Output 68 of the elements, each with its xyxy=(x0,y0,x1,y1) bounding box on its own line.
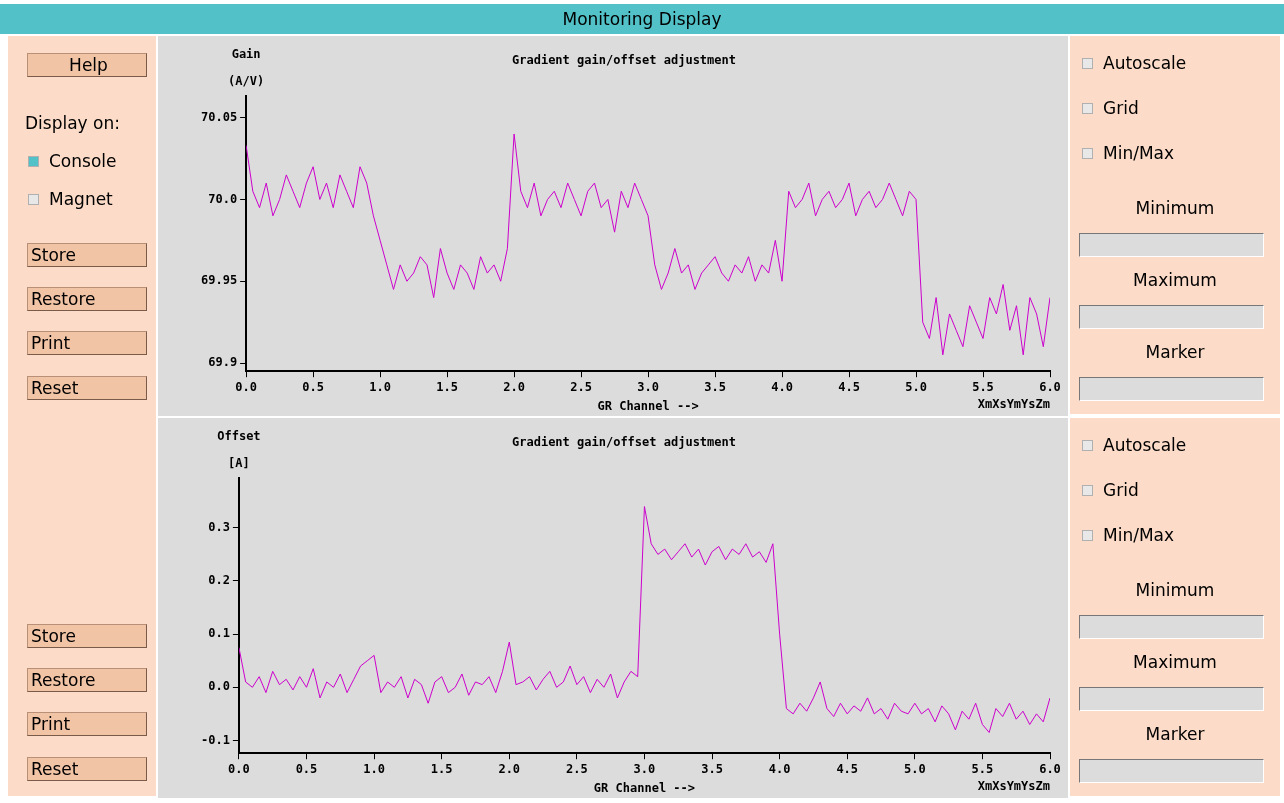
text: Monitoring Display xyxy=(0,4,1284,34)
button: Reset xyxy=(27,757,147,781)
text: XmXsYmYsZm xyxy=(977,397,1050,411)
x-tick-label: 3.5 xyxy=(704,379,726,394)
x-tick-label: 0.0 xyxy=(228,761,250,776)
chart-title: Gradient gain/offset adjustment xyxy=(512,435,736,450)
text: Magnet xyxy=(49,189,113,209)
x-tick-label: 1.0 xyxy=(363,761,385,776)
button: Store xyxy=(27,243,147,267)
y-tick-label: 0.2 xyxy=(208,573,230,588)
text: Marker xyxy=(1144,723,1206,746)
x-tick-label: 4.0 xyxy=(768,761,791,776)
x-tick-label: 0.5 xyxy=(302,379,324,394)
x-tick-label: 5.5 xyxy=(972,379,994,394)
y-tick-label: 0.3 xyxy=(208,519,230,534)
y-tick-label: 69.95 xyxy=(201,273,238,288)
button: Restore xyxy=(27,668,147,692)
text: Autoscale xyxy=(1103,435,1187,455)
x-tick-label: 0.5 xyxy=(295,761,318,776)
x-tick-label: 3.5 xyxy=(701,761,723,776)
button: Print xyxy=(27,331,147,355)
y-axis-title: Gain (A/V) xyxy=(228,47,265,88)
x-tick-label: 4.0 xyxy=(771,379,793,394)
y-tick-label: 0.1 xyxy=(208,626,230,641)
text: Min/Max xyxy=(1103,143,1175,163)
x-axis-title: GR Channel --> xyxy=(597,398,699,413)
button: Help xyxy=(27,53,147,77)
text: Maximum xyxy=(1132,269,1218,292)
text: Console xyxy=(49,151,117,171)
x-tick-label: 4.5 xyxy=(836,761,859,776)
text: Display on: xyxy=(25,112,120,135)
x-tick-label: 2.5 xyxy=(570,379,592,394)
x-tick-label: 2.5 xyxy=(566,761,588,776)
x-tick-label: 1.5 xyxy=(430,761,453,776)
text: Maximum xyxy=(1132,651,1218,674)
x-tick-label: 2.0 xyxy=(503,379,525,394)
y-tick-label: -0.1 xyxy=(200,732,230,747)
button: Restore xyxy=(27,287,147,311)
x-tick-label: 3.0 xyxy=(637,379,659,394)
x-tick-label: 6.0 xyxy=(1039,761,1061,776)
x-tick-label: 0.0 xyxy=(235,379,257,394)
x-tick-label: 4.5 xyxy=(838,379,860,394)
text: XmXsYmYsZm xyxy=(977,779,1050,793)
x-tick-label: 1.0 xyxy=(369,379,391,394)
x-tick-label: 5.0 xyxy=(905,379,927,394)
x-tick-label: 6.0 xyxy=(1039,379,1061,394)
x-tick-label: 2.0 xyxy=(498,761,521,776)
x-tick-label: 1.5 xyxy=(436,379,458,394)
y-tick-label: 69.9 xyxy=(208,355,238,370)
chart-title: Gradient gain/offset adjustment xyxy=(512,53,736,68)
button: Print xyxy=(27,712,147,736)
text: Minimum xyxy=(1134,197,1216,220)
x-axis-title: GR Channel --> xyxy=(593,780,696,795)
text: Grid xyxy=(1103,98,1139,118)
text: Minimum xyxy=(1134,579,1216,602)
x-tick-label: 5.0 xyxy=(903,761,926,776)
x-tick-label: 3.0 xyxy=(633,761,656,776)
x-tick-label: 5.5 xyxy=(971,761,994,776)
text: Min/Max xyxy=(1103,525,1175,545)
button: Store xyxy=(27,624,147,648)
button: Reset xyxy=(27,376,147,400)
y-tick-label: 0.0 xyxy=(208,679,230,694)
y-axis-title: Offset [A] xyxy=(217,429,261,470)
text: Grid xyxy=(1103,480,1139,500)
y-tick-label: 70.05 xyxy=(201,109,238,124)
text: Marker xyxy=(1144,341,1206,364)
y-tick-label: 70.0 xyxy=(208,191,238,206)
text: Autoscale xyxy=(1103,53,1187,73)
